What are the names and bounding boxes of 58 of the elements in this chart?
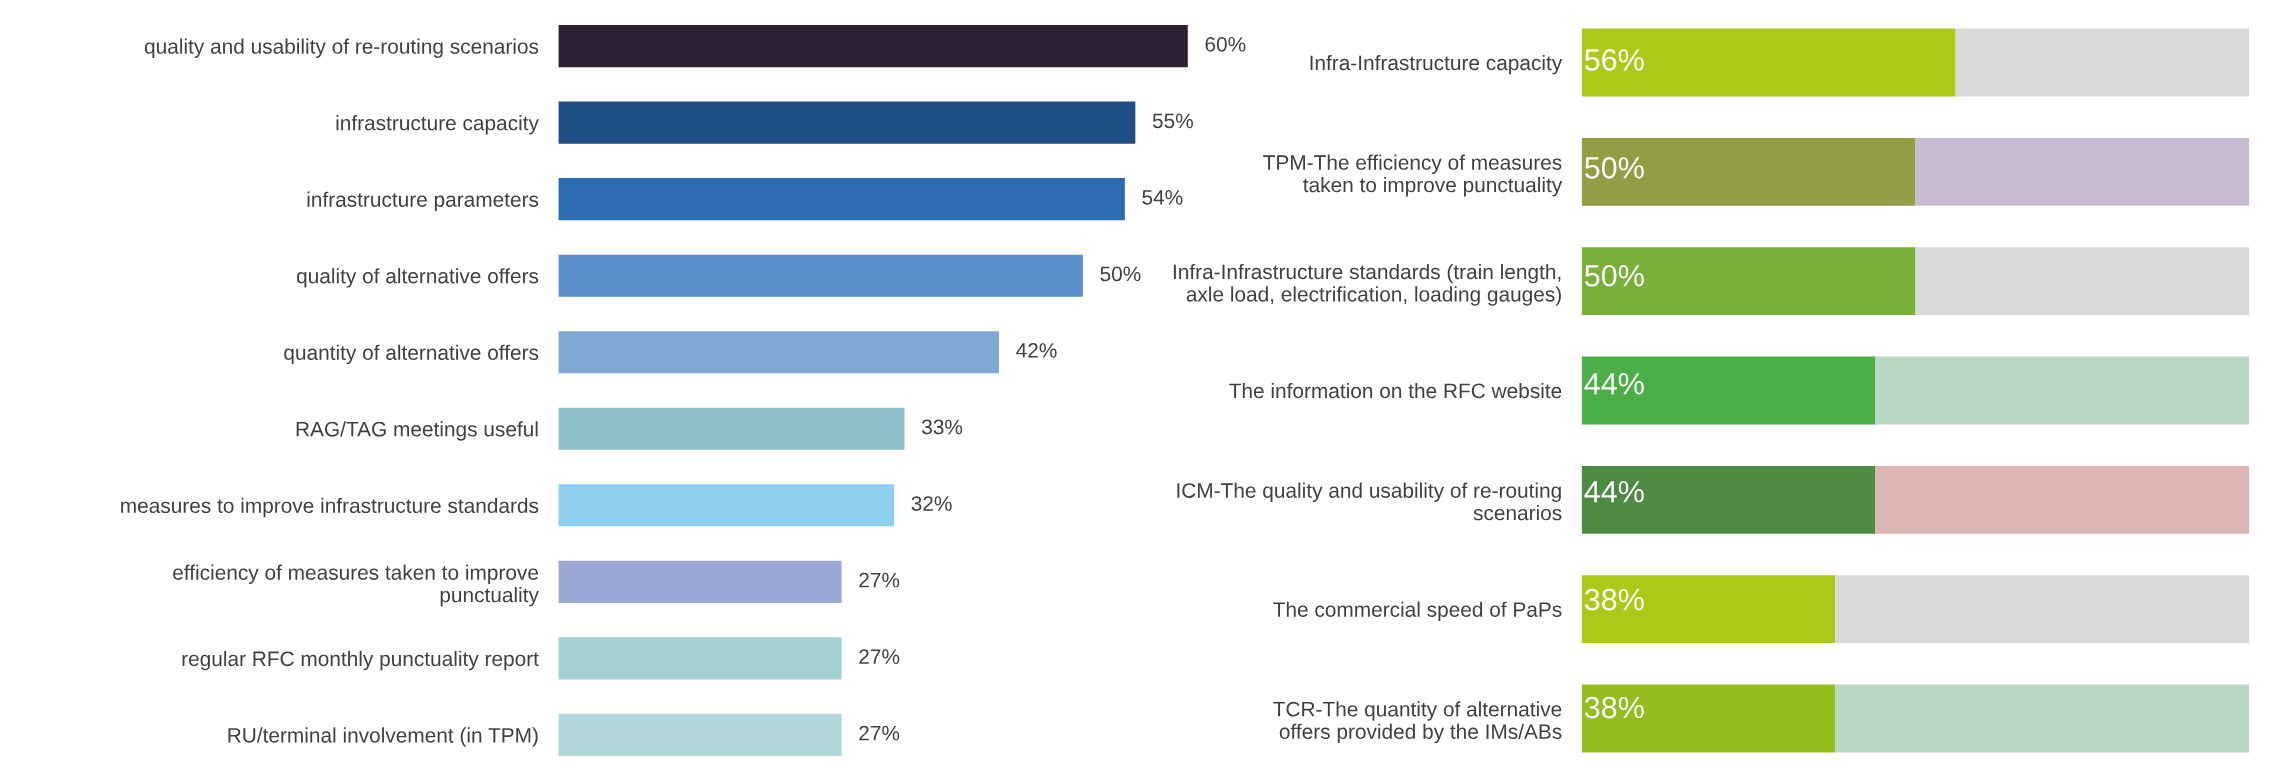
data-label: 60% bbox=[1205, 36, 1246, 52]
y-tick-label: measures to improve infrastructure standards bbox=[121, 497, 539, 518]
bar bbox=[1581, 575, 1836, 644]
y-tick-label: regular RFC monthly punctuality report bbox=[182, 650, 539, 671]
y-tick-label: Infra-Infrastructure standards (train length, axle load, electrification, loading gauges) bbox=[1173, 263, 1561, 306]
bar bbox=[558, 407, 905, 450]
bar bbox=[1915, 247, 2250, 316]
bar bbox=[1581, 137, 1916, 206]
data-label: 50% bbox=[1584, 264, 1644, 287]
data-label: 42% bbox=[1016, 343, 1057, 358]
y-tick-label: TPM-The efficiency of measures taken to improve punctuality bbox=[1263, 154, 1563, 197]
bar bbox=[1581, 247, 1916, 316]
y-tick-label: quantity of alternative offers bbox=[284, 344, 539, 365]
data-label: 38% bbox=[1584, 588, 1644, 611]
bar bbox=[1955, 28, 2250, 97]
bar bbox=[1581, 465, 1876, 534]
data-label: 50% bbox=[1584, 157, 1644, 179]
y-tick-label: infrastructure parameters bbox=[307, 191, 539, 212]
data-label: 32% bbox=[911, 496, 952, 511]
data-label: 38% bbox=[1584, 696, 1644, 719]
bar bbox=[558, 484, 895, 527]
data-label: 55% bbox=[1152, 113, 1193, 129]
data-label: 50% bbox=[1100, 266, 1141, 282]
bar bbox=[1875, 465, 2250, 534]
bar bbox=[558, 178, 1125, 221]
data-label: 54% bbox=[1142, 190, 1183, 205]
bar bbox=[558, 637, 842, 680]
data-label: 44% bbox=[1584, 373, 1644, 395]
bar bbox=[1835, 684, 2250, 753]
data-label: 27% bbox=[859, 649, 900, 664]
bar bbox=[558, 254, 1083, 297]
bar bbox=[1835, 575, 2250, 644]
bar bbox=[558, 101, 1136, 144]
bar bbox=[1581, 684, 1836, 753]
bar bbox=[558, 560, 842, 603]
bar bbox=[1581, 28, 1956, 97]
y-tick-label: quality and usability of re-routing scenarios bbox=[144, 38, 539, 58]
y-tick-label: ICM-The quality and usability of re-routing scenarios bbox=[1177, 482, 1562, 521]
y-tick-label: efficiency of measures taken to improve punctuality bbox=[173, 564, 539, 607]
y-tick-label: TCR-The quantity of alternative offers provided by the IMs/ABs bbox=[1273, 701, 1562, 744]
y-tick-label: RU/terminal involvement (in TPM) bbox=[228, 727, 538, 747]
bar bbox=[1875, 356, 2250, 425]
data-label: 27% bbox=[859, 725, 900, 741]
y-tick-label: The information on the RFC website bbox=[1229, 382, 1562, 399]
bar bbox=[558, 713, 842, 756]
y-tick-label: infrastructure capacity bbox=[336, 115, 539, 135]
data-label: 44% bbox=[1584, 480, 1644, 503]
bar bbox=[558, 331, 999, 374]
bar bbox=[1915, 137, 2250, 206]
data-label: 33% bbox=[922, 419, 963, 435]
y-tick-label: The commercial speed of PaPs bbox=[1273, 601, 1562, 622]
data-label: 27% bbox=[859, 572, 900, 588]
y-tick-label: Infra-Infrastructure capacity bbox=[1310, 54, 1563, 75]
bar bbox=[558, 25, 1188, 68]
data-label: 56% bbox=[1584, 49, 1644, 71]
y-tick-label: quality of alternative offers bbox=[296, 268, 539, 288]
y-tick-label: RAG/TAG meetings useful bbox=[296, 421, 538, 441]
bar bbox=[1581, 356, 1876, 425]
